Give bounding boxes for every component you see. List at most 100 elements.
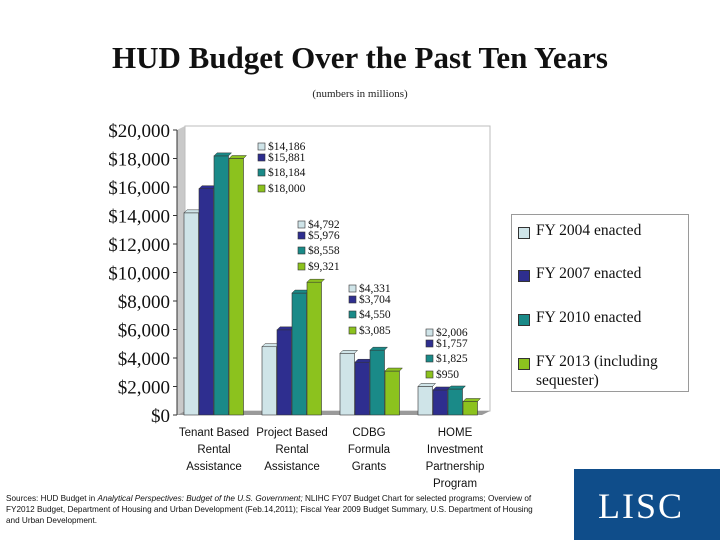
legend-swatch — [518, 227, 530, 239]
bar-top — [213, 152, 233, 157]
bar-3 — [369, 349, 385, 416]
bar-1 — [339, 352, 355, 416]
legend-item-4: FY 2013 (including sequester) — [518, 352, 686, 390]
data-label: $4,550 — [359, 308, 391, 321]
bar-4 — [384, 370, 400, 416]
annotation-marker — [425, 354, 434, 363]
bar-1 — [261, 346, 277, 416]
legend-label: FY 2013 (including sequester) — [536, 353, 658, 389]
bar-4 — [306, 281, 322, 416]
x-category-label: Formula — [348, 444, 391, 456]
annotation-marker — [425, 328, 434, 337]
data-label: $950 — [436, 368, 459, 381]
x-category-label: Rental — [197, 444, 230, 456]
x-category-label: Rental — [275, 444, 308, 456]
annotation-marker — [257, 153, 266, 162]
data-label: $3,085 — [359, 324, 391, 337]
bar-2 — [354, 361, 370, 416]
sources-note: Sources: HUD Budget in Analytical Perspe… — [6, 493, 546, 526]
bar-3 — [291, 292, 307, 416]
legend-swatch — [518, 358, 530, 370]
legend-label: FY 2007 enacted — [536, 265, 642, 282]
y-tick-label: $0 — [151, 406, 170, 427]
annotation-marker — [348, 310, 357, 319]
bar-top — [369, 346, 389, 351]
x-category-label: Project Based — [256, 427, 328, 439]
annotation-marker — [257, 142, 266, 151]
x-category-label: Assistance — [186, 461, 242, 473]
annotation-marker — [348, 284, 357, 293]
annotation-marker — [348, 295, 357, 304]
x-category-label: Tenant Based — [179, 427, 249, 439]
annotation-marker — [297, 246, 306, 255]
bar-1 — [417, 386, 433, 416]
lisc-logo-background — [574, 469, 720, 540]
annotation-marker — [297, 262, 306, 271]
data-label: $14,186 — [268, 140, 306, 153]
y-tick-label: $18,000 — [108, 150, 170, 171]
y-tick-label: $12,000 — [108, 235, 170, 256]
legend-label: FY 2004 enacted — [536, 222, 642, 239]
bar-1 — [183, 212, 199, 416]
bar-top — [384, 367, 404, 372]
bar-2 — [198, 188, 214, 416]
sources-prefix: Sources: HUD Budget in — [6, 494, 98, 503]
page-subtitle: (numbers in millions) — [312, 88, 408, 100]
bar-2 — [276, 329, 292, 416]
x-category-label: Partnership — [426, 461, 485, 473]
y-tick-label: $2,000 — [118, 378, 170, 399]
data-label: $4,792 — [308, 218, 340, 231]
bar-3 — [447, 388, 463, 416]
page-title: HUD Budget Over the Past Ten Years — [112, 40, 608, 75]
y-tick-label: $8,000 — [118, 292, 170, 313]
x-category-label: Program — [433, 478, 477, 490]
chart-legend: FY 2004 enacted FY 2007 enacted FY 2010 en… — [511, 214, 689, 392]
bar-top — [462, 398, 482, 402]
bar-top — [339, 350, 359, 354]
legend-item-2: FY 2007 enacted — [518, 264, 686, 283]
bar-2 — [432, 389, 448, 416]
y-tick-label: $10,000 — [108, 264, 170, 285]
legend-item-3: FY 2010 enacted — [518, 308, 686, 327]
annotation-marker — [425, 370, 434, 379]
sources-italic: Analytical Perspectives: Budget of the U… — [97, 494, 303, 503]
bar-top — [447, 385, 467, 390]
annotation-marker — [297, 231, 306, 240]
annotation-marker — [348, 326, 357, 335]
y-tick-label: $6,000 — [118, 321, 170, 342]
chart-floor — [177, 411, 490, 415]
y-tick-label: $16,000 — [108, 178, 170, 199]
legend-label: FY 2010 enacted — [536, 309, 642, 326]
annotation-marker — [257, 168, 266, 177]
bar-4 — [462, 401, 478, 416]
x-category-label: Investment — [427, 444, 484, 456]
chart-side-wall — [177, 126, 185, 415]
legend-item-1: FY 2004 enacted — [518, 221, 686, 240]
bar-3 — [213, 155, 229, 416]
data-label: $3,704 — [359, 293, 391, 306]
legend-swatch — [518, 314, 530, 326]
y-tick-label: $4,000 — [118, 349, 170, 370]
bar-4 — [228, 158, 244, 416]
annotation-marker — [425, 339, 434, 348]
data-label: $18,184 — [268, 166, 306, 179]
bar-top — [417, 383, 437, 387]
annotation-marker — [257, 184, 266, 193]
data-label: $2,006 — [436, 326, 468, 339]
lisc-logo: LISC — [598, 486, 685, 526]
data-label: $8,558 — [308, 244, 340, 257]
y-tick-label: $20,000 — [108, 121, 170, 142]
annotation-marker — [297, 220, 306, 229]
y-tick-label: $14,000 — [108, 207, 170, 228]
sources-rest: NLIHC FY07 Budget Chart for selected pro… — [6, 494, 533, 525]
data-label: $1,757 — [436, 337, 468, 350]
x-category-label: CDBG — [352, 427, 385, 439]
data-label: $18,000 — [268, 182, 306, 195]
data-label: $1,825 — [436, 352, 468, 365]
bar-top — [306, 278, 326, 283]
data-label: $5,976 — [308, 229, 340, 242]
x-category-label: Grants — [352, 461, 387, 473]
x-category-label: HOME — [438, 427, 473, 439]
legend-swatch — [518, 270, 530, 282]
